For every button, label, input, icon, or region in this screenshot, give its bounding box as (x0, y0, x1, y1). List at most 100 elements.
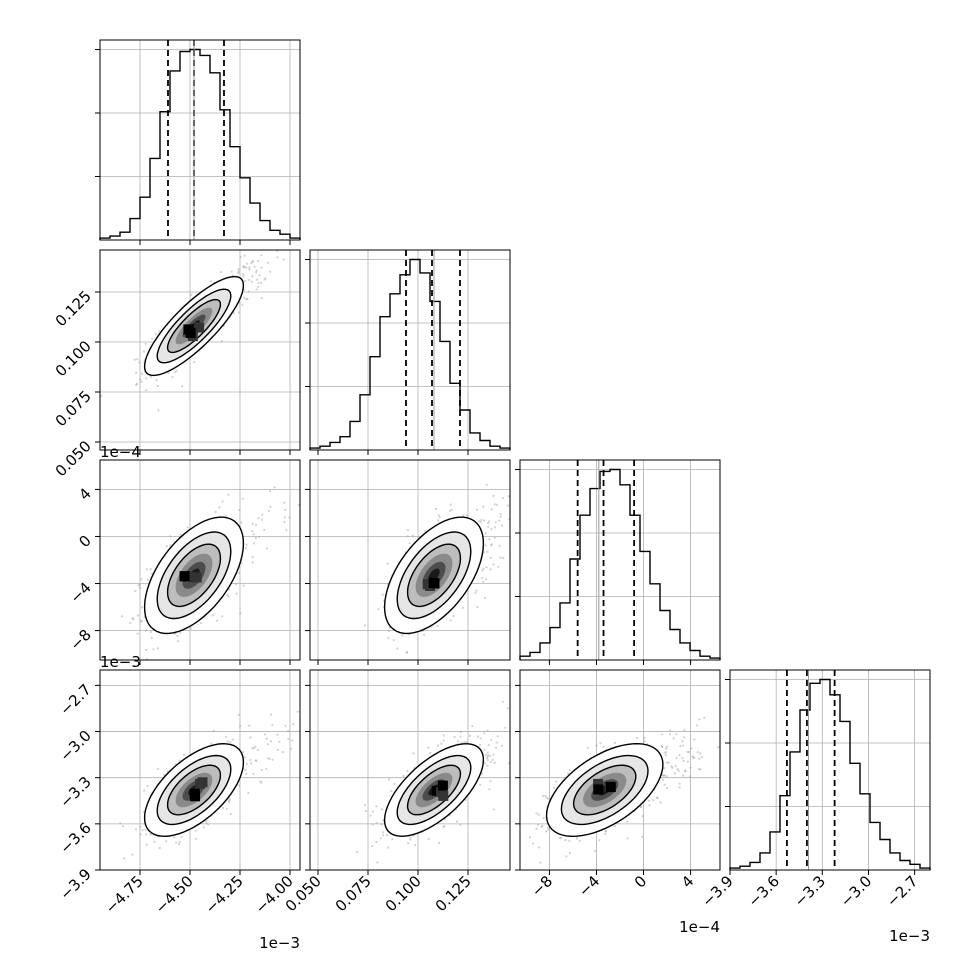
sample-point (484, 762, 487, 765)
sample-point (179, 533, 182, 537)
sample-point (174, 371, 177, 374)
sample-point (502, 556, 505, 560)
sample-point (486, 755, 489, 759)
sample-point (487, 522, 490, 525)
sample-point (140, 578, 143, 581)
sample-point (210, 742, 213, 745)
sample-point (251, 747, 254, 750)
sample-point (488, 538, 491, 541)
sample-point (227, 801, 230, 804)
sample-point (463, 740, 466, 744)
sample-point (221, 615, 224, 618)
density-core-bin (593, 778, 604, 789)
sample-point (175, 841, 178, 844)
sample-point (490, 738, 493, 742)
sample-point (539, 861, 542, 864)
sample-point (280, 227, 282, 229)
sample-point (717, 746, 720, 749)
sample-point (493, 503, 496, 506)
sample-point (555, 780, 558, 783)
panel-2-2 (515, 459, 721, 665)
sample-point (684, 769, 687, 772)
sample-point (156, 384, 160, 388)
sample-point (692, 756, 695, 759)
sample-point (242, 275, 245, 278)
sample-point (283, 501, 286, 504)
sample-point (538, 737, 540, 739)
sample-point (248, 724, 251, 727)
sample-point (291, 739, 294, 742)
sample-point (492, 808, 495, 811)
sample-point (194, 829, 197, 832)
sample-point (239, 724, 242, 728)
sample-point (145, 568, 148, 571)
sample-point (150, 636, 153, 640)
sample-point (427, 838, 430, 841)
sample-point (285, 529, 288, 532)
sample-point (693, 738, 696, 741)
sample-point (691, 755, 694, 758)
sample-point (578, 839, 581, 843)
sample-point (364, 624, 367, 627)
x-tick-label: 4 (678, 872, 697, 891)
sample-point (271, 758, 274, 761)
sample-point (459, 730, 462, 734)
sample-point (255, 269, 258, 272)
sample-point (490, 543, 493, 546)
sample-point (256, 278, 259, 281)
sample-point (568, 839, 571, 842)
density-core-bin (428, 578, 439, 588)
sample-point (319, 231, 321, 233)
x-tick-label: 0.100 (382, 872, 425, 915)
sample-point (199, 622, 203, 625)
sample-point (251, 556, 254, 559)
sample-point (486, 764, 489, 767)
sample-point (119, 822, 122, 825)
panel-3-2: −8 −4 0 4 (515, 669, 721, 900)
sample-point (474, 591, 477, 595)
sample-point (190, 293, 193, 296)
sample-point (380, 808, 384, 811)
sample-point (663, 783, 666, 786)
sample-point (257, 517, 260, 520)
sample-point (379, 837, 382, 840)
sample-point (667, 761, 670, 764)
sample-point (247, 290, 250, 293)
sample-point (476, 605, 479, 609)
sample-point (489, 754, 492, 757)
sample-point (525, 515, 527, 517)
sample-point (288, 516, 291, 519)
sample-point (497, 565, 500, 568)
sample-point (699, 768, 702, 771)
sample-point (292, 233, 294, 235)
sample-point (613, 825, 617, 828)
sample-point (665, 745, 669, 749)
panel-frame (309, 249, 511, 451)
sample-point (604, 830, 607, 833)
sample-point (144, 648, 148, 652)
sample-point (255, 288, 258, 291)
sample-point (391, 838, 394, 841)
sample-point (165, 840, 168, 843)
sample-point (411, 534, 414, 537)
sample-point (483, 597, 486, 600)
sample-point (424, 529, 427, 533)
sample-point (487, 525, 490, 528)
sample-point (264, 277, 267, 280)
sample-point (387, 778, 391, 781)
y-tick-label: −8 (66, 626, 94, 654)
sample-point (402, 774, 405, 778)
sample-point (586, 746, 589, 749)
sample-point (260, 266, 263, 269)
sample-point (482, 567, 485, 570)
sample-point (174, 632, 177, 636)
sample-point (158, 330, 161, 333)
sample-point (678, 754, 681, 757)
panel-0-0 (95, 39, 301, 245)
panel-frame (99, 249, 301, 451)
sample-point (643, 736, 646, 740)
sample-point (489, 760, 492, 764)
sample-point (698, 757, 701, 760)
sample-point (364, 810, 367, 813)
sample-point (225, 735, 228, 738)
